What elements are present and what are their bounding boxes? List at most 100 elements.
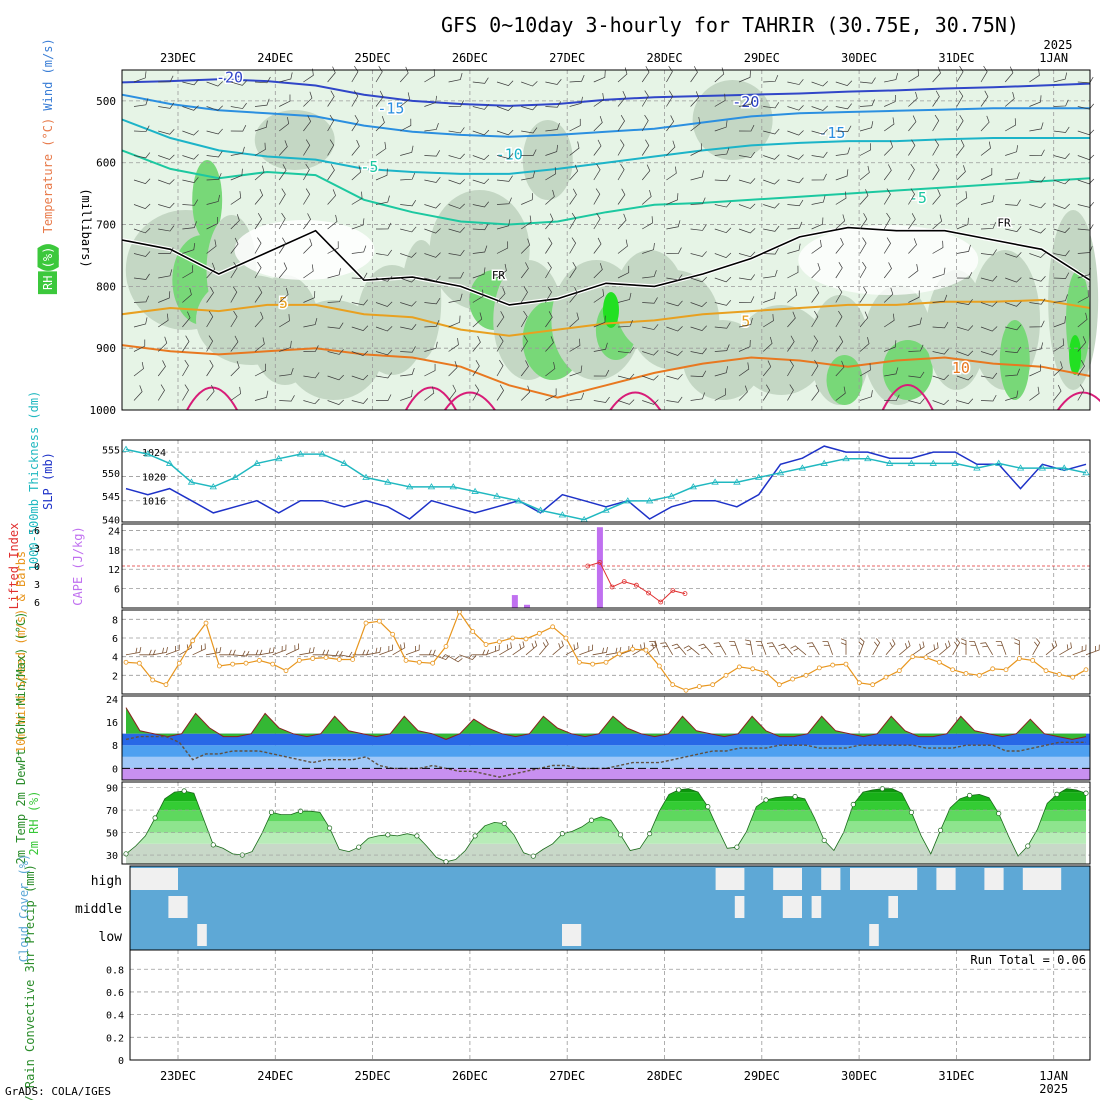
surface-wind-barb [822, 641, 834, 655]
upper-wind-barb [375, 65, 383, 83]
thickness-point [405, 483, 414, 490]
upper-wind-barb [303, 291, 316, 303]
upper-wind-barb [569, 164, 579, 181]
upper-wind-barb [1053, 126, 1070, 133]
upper-wind-barb [158, 202, 175, 209]
wind-speed-point [910, 654, 916, 660]
upper-wind-barb [835, 360, 845, 377]
rh-region [602, 292, 619, 328]
upper-wind-barb [496, 359, 504, 377]
upper-wind-barb [763, 291, 776, 303]
upper-wind-barb [1053, 338, 1065, 352]
upper-wind-barb [496, 335, 504, 352]
upper-wind-barb [1029, 320, 1045, 328]
upper-wind-barb [1077, 336, 1087, 352]
upper-wind-barb [376, 394, 392, 401]
upper-wind-barb [787, 335, 795, 352]
upper-wind-barb [980, 372, 998, 379]
upper-wind-barb [787, 130, 804, 136]
surface-wind-barb [192, 643, 206, 656]
upper-wind-barb [617, 399, 635, 405]
rh-region [882, 340, 933, 400]
upper-wind-barb [1005, 368, 1020, 377]
upper-wind-barb [327, 139, 335, 156]
upper-wind-barb [883, 188, 891, 205]
upper-wind-barb [351, 374, 369, 381]
upper-wind-barb [908, 213, 916, 230]
upper-wind-barb [424, 298, 441, 305]
upper-wind-barb [206, 239, 217, 254]
upper-wind-barb [254, 76, 271, 84]
slp-frame [121, 439, 1091, 523]
upper-air-legend: RH (%) Temperature (°C) Wind (m/s) [41, 38, 55, 290]
cloud-row-label-cloud_high: high [91, 874, 122, 889]
surface-wind-barb [205, 647, 222, 656]
upper-wind-barb [448, 179, 465, 185]
upper-wind-barb [424, 319, 440, 328]
upper-wind-barb [859, 390, 873, 401]
upper-wind-barb [859, 143, 871, 156]
upper-wind-barb [1029, 149, 1045, 157]
upper-wind-barb [400, 389, 413, 401]
li-point [633, 582, 639, 588]
upper-wind-barb [424, 150, 441, 157]
surface-wind-barb [325, 650, 343, 657]
upper-wind-barb [545, 144, 558, 156]
upper-wind-barb [448, 361, 458, 377]
upper-wind-barb [859, 121, 874, 132]
li-point [621, 579, 627, 584]
upper-wind-barb [327, 295, 343, 303]
wind-speed-point [203, 620, 209, 626]
wind-speed-point [856, 680, 862, 686]
upper-wind-barb [714, 276, 732, 283]
upper-wind-barb [521, 193, 534, 205]
wind-speed-point [176, 660, 182, 666]
upper-wind-barb [811, 129, 828, 135]
upper-wind-barb [859, 286, 868, 303]
upper-wind-barb [351, 65, 359, 83]
li-tick-6: 6 [34, 598, 40, 609]
upper-wind-barb [496, 129, 514, 136]
rh-region [401, 240, 442, 360]
upper-wind-barb [617, 163, 625, 181]
wind-speed-point [416, 659, 422, 665]
wind-speed-point [283, 668, 289, 674]
upper-wind-barb [980, 222, 997, 230]
cloud-clear-cell [562, 924, 582, 946]
upper-wind-barb [1005, 172, 1020, 181]
surface-wind-barb [885, 639, 896, 656]
upper-wind-barb [520, 262, 529, 279]
upper-wind-barb [1077, 312, 1088, 328]
upper-wind-barb [811, 384, 820, 401]
upper-wind-barb [641, 90, 649, 107]
upper-wind-barb [206, 128, 223, 135]
upper-wind-barb [472, 245, 488, 254]
wind-speed-point [843, 661, 849, 667]
upper-wind-barb [763, 314, 774, 328]
thickness-point [340, 459, 348, 466]
thickness-point [318, 450, 327, 457]
surface-wind-barb [698, 643, 713, 656]
upper-wind-barb [908, 290, 920, 303]
upper-wind-barb [980, 115, 990, 132]
upper-air-side-labels: (millibars) RH (%) Temperature (°C) Wind… [36, 38, 93, 295]
grads-credit: GrADS: COLA/IGES [5, 1085, 111, 1098]
surface-wind-barb [152, 647, 168, 656]
upper-air-ytick-600: 600 [96, 157, 116, 170]
upper-wind-barb [593, 289, 605, 303]
surface-wind-barb [365, 647, 382, 656]
upper-wind-barb [254, 120, 268, 132]
thickness-axis-label: 1000-500mb Thickness (dm) [27, 391, 41, 572]
upper-wind-barb [206, 359, 214, 377]
bottom-day-label-26DEC: 26DEC [452, 1069, 488, 1083]
upper-wind-barb [593, 212, 601, 230]
thickness-point [995, 459, 1003, 466]
upper-wind-barb [787, 311, 796, 328]
cape-tick-6: 6 [114, 585, 120, 596]
li-point [609, 584, 615, 590]
bottom-day-label-30DEC: 30DEC [841, 1069, 877, 1083]
upper-wind-barb [254, 142, 266, 156]
upper-wind-barb [230, 335, 239, 352]
upper-wind-barb [496, 80, 514, 87]
upper-wind-barb [738, 178, 756, 184]
